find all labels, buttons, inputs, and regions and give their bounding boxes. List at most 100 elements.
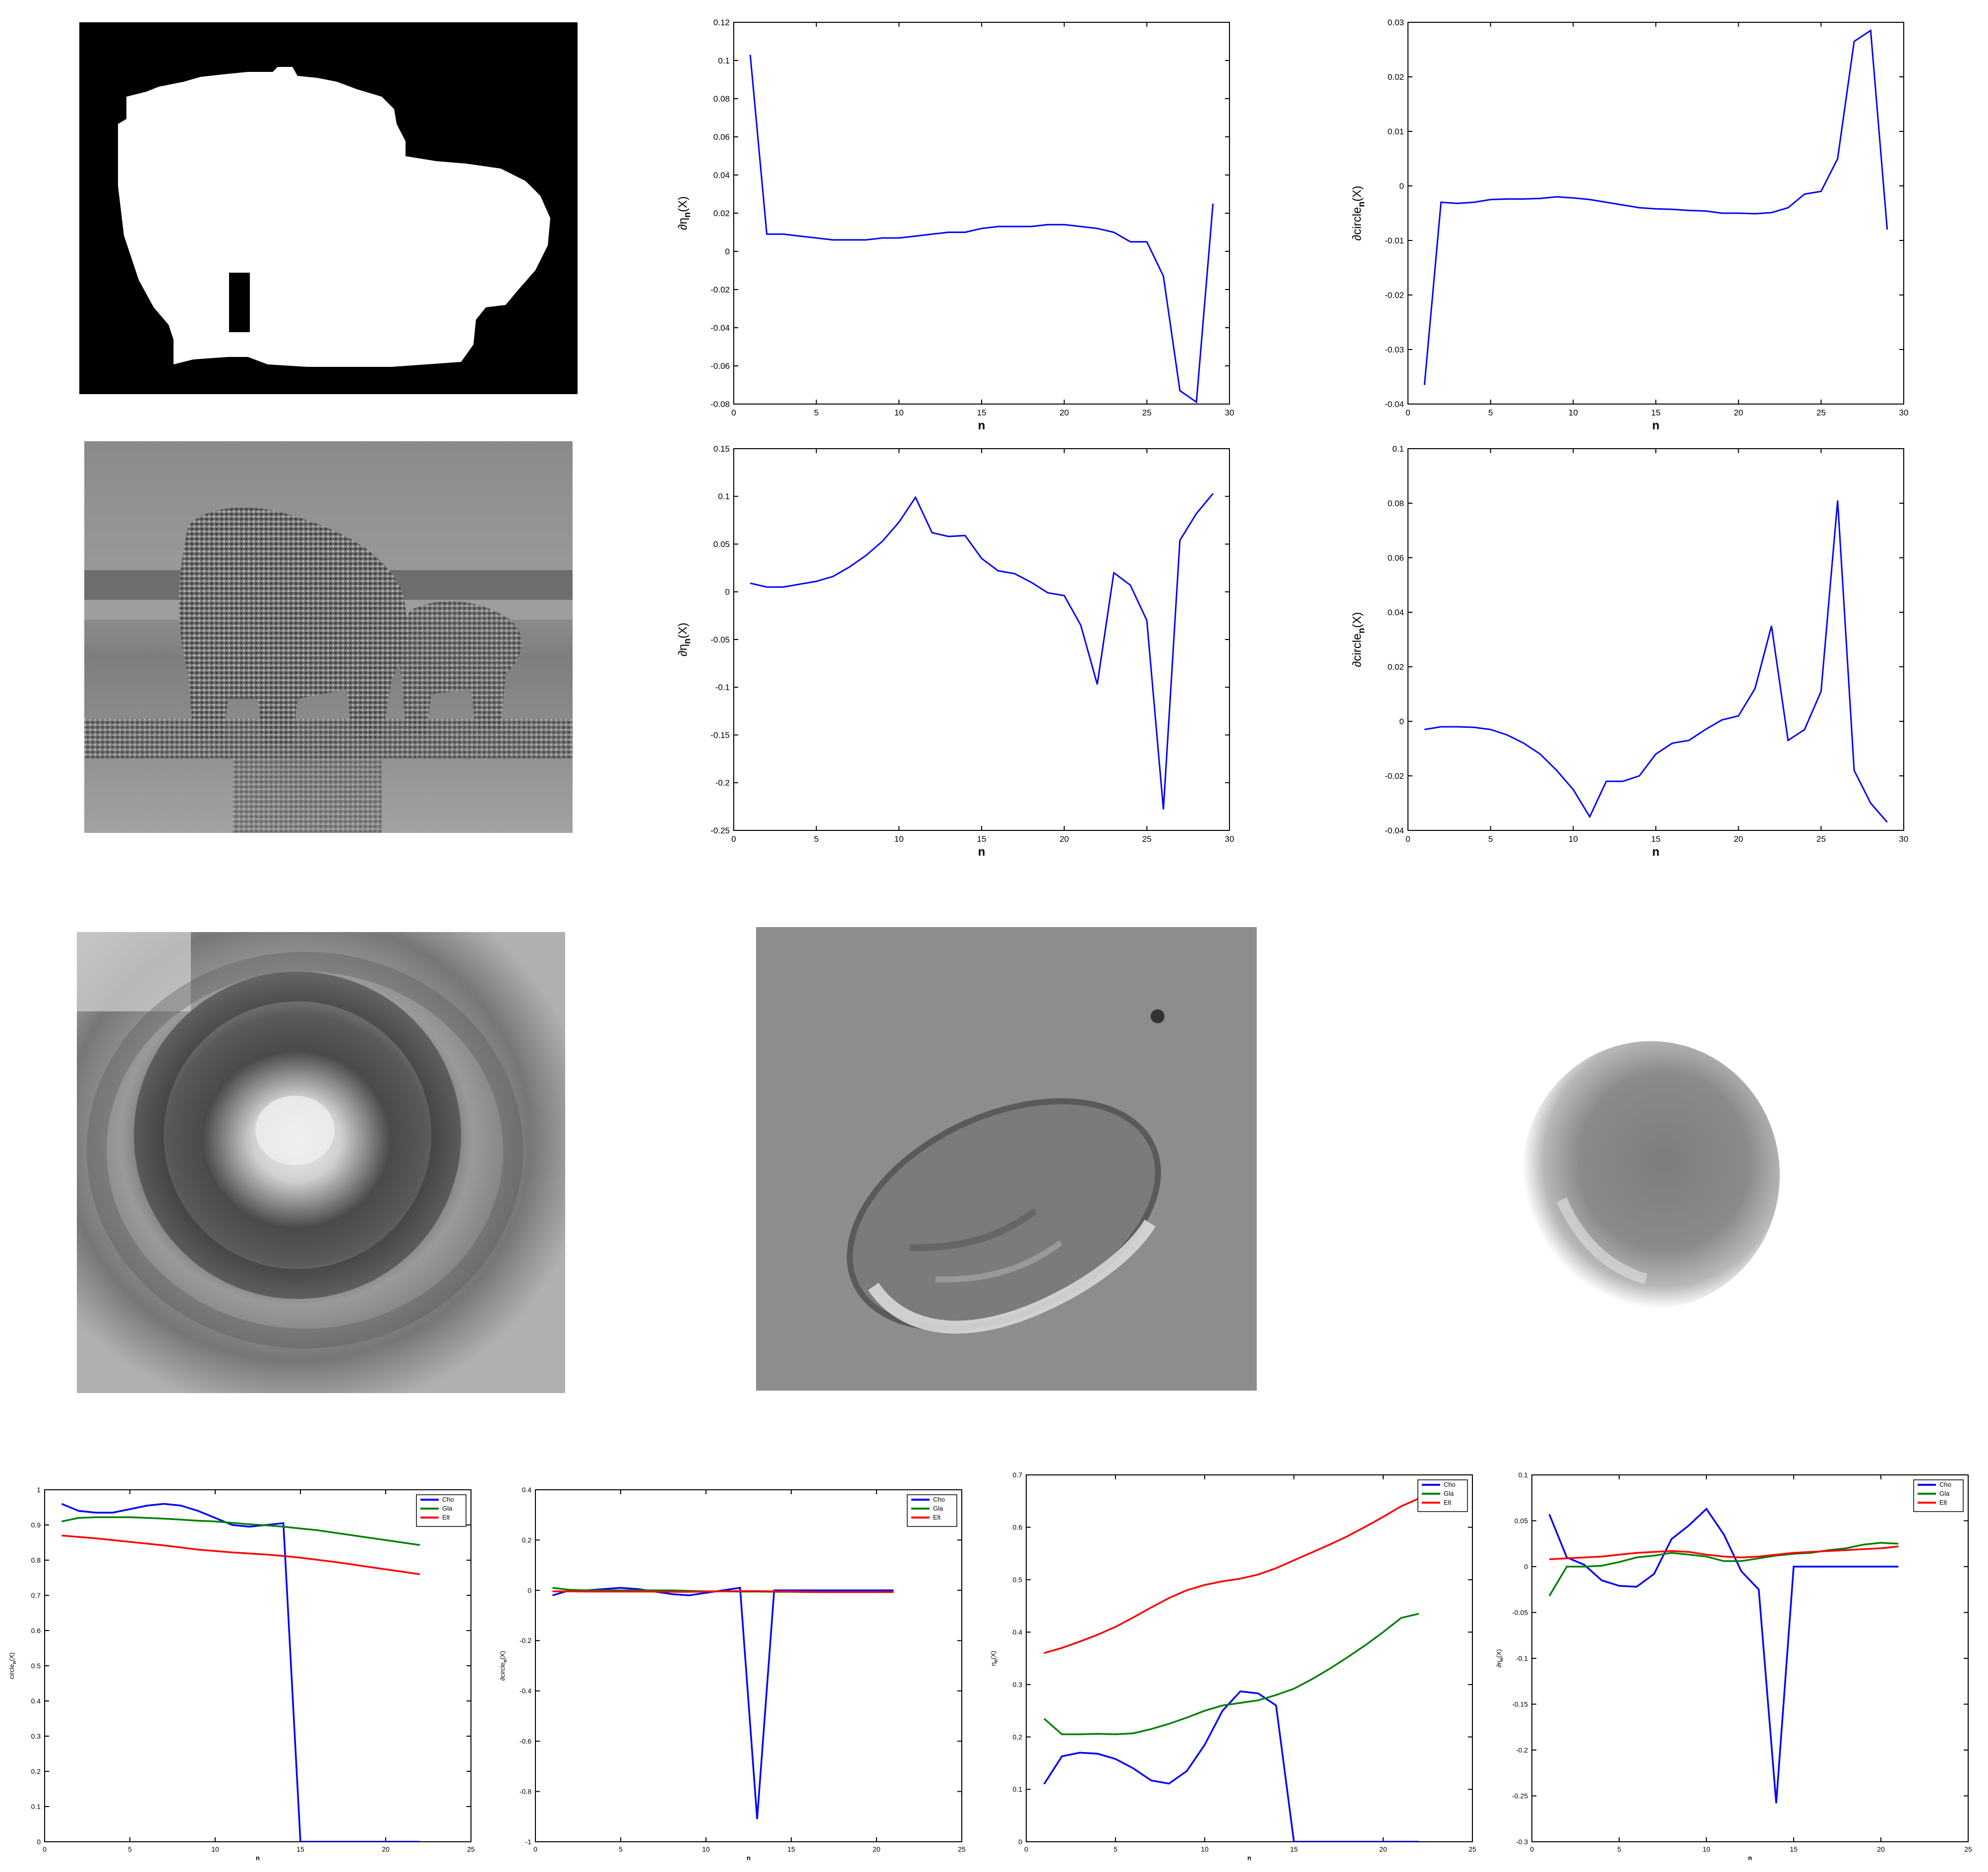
- series-line: [1423, 29, 1888, 385]
- cell-image-3: [1497, 1011, 1805, 1329]
- x-tick-label: 30: [1225, 408, 1234, 417]
- y-tick-label: 0.7: [1013, 1471, 1023, 1479]
- x-axis-label: n: [1748, 1854, 1752, 1862]
- y-tick-label: 0.9: [31, 1521, 41, 1529]
- y-tick-label: -0.04: [1385, 400, 1404, 409]
- y-tick-label: -0.15: [710, 730, 730, 740]
- legend-label: Elt: [442, 1514, 450, 1521]
- y-tick-label: 0.02: [1388, 72, 1404, 82]
- y-tick-label: -0.01: [1385, 236, 1404, 245]
- legend-label: Gla: [1939, 1490, 1950, 1497]
- y-tick-label: 0.2: [31, 1767, 41, 1775]
- x-tick-label: 30: [1225, 834, 1234, 844]
- x-tick-label: 5: [128, 1845, 132, 1853]
- y-axis-label: ∂circlen(X): [499, 1651, 508, 1681]
- binary-silhouette-image: [79, 22, 578, 394]
- x-tick-label: 0: [43, 1845, 47, 1853]
- x-tick-label: 15: [787, 1845, 795, 1853]
- x-tick-label: 20: [382, 1845, 390, 1853]
- chart-4: 0 5 10 15 20 25 30 -0.04 -0.02 0 0.02 0.04 0.06 0.08 0…: [1339, 441, 1909, 863]
- y-tick-label: -0.3: [1516, 1838, 1528, 1846]
- x-tick-label: 0: [1405, 834, 1410, 844]
- legend-label: Elt: [1939, 1499, 1947, 1506]
- x-tick-label: 10: [1702, 1845, 1710, 1853]
- chart-svg: 0 5 10 15 20 25 0 0.1 0.2 0.3 0.4 0.5 0.6 0.7 0.8 0.9 1 n…: [8, 1486, 475, 1862]
- x-axis-label: n: [1652, 419, 1660, 432]
- x-axis-label: n: [1247, 1854, 1251, 1862]
- x-tick-label: 5: [814, 408, 819, 417]
- series-line-elt: [1549, 1545, 1899, 1560]
- y-tick-label: -0.04: [1385, 826, 1404, 835]
- y-tick-label: 0.4: [522, 1486, 532, 1494]
- y-axis-label: ∂ηn(X): [1495, 1649, 1505, 1668]
- y-tick-label: -0.02: [1385, 771, 1404, 781]
- y-tick-label: 0.1: [718, 56, 730, 65]
- x-tick-label: 10: [1569, 834, 1578, 844]
- x-tick-label: 25: [1964, 1845, 1972, 1853]
- plot-area: [1407, 22, 1904, 405]
- y-tick-label: 1: [37, 1486, 41, 1494]
- chart-5: 0 5 10 15 20 25 0 0.1 0.2 0.3 0.4 0.5 0.6 0.7 0.8 0.9 1 n…: [0, 1482, 491, 1864]
- x-tick-label: 0: [1530, 1845, 1534, 1853]
- y-axis-label: circlen(X): [8, 1652, 17, 1679]
- x-tick-label: 5: [619, 1845, 623, 1853]
- plot-area: [1531, 1474, 1969, 1842]
- series-line-elt: [552, 1590, 894, 1593]
- x-tick-label: 0: [731, 834, 736, 844]
- chart-svg: 0 5 10 15 20 25 -1 -0.8 -0.6 -0.4 -0.2 0 0.2 0.4 n ∂cir…: [499, 1486, 966, 1862]
- x-tick-label: 20: [1877, 1845, 1885, 1853]
- y-tick-label: -0.2: [1516, 1746, 1528, 1754]
- x-tick-label: 0: [1405, 408, 1410, 417]
- y-tick-label: -0.2: [520, 1637, 531, 1644]
- y-tick-label: 0.02: [1388, 662, 1404, 672]
- x-tick-label: 10: [1569, 408, 1578, 417]
- chart-svg: 0 5 10 15 20 25 30 -0.04 -0.03 -0.02 -0.01 0 0.01 0.0…: [1350, 18, 1908, 432]
- y-tick-label: -0.4: [520, 1687, 531, 1695]
- x-tick-label: 5: [1488, 834, 1493, 844]
- legend-label: Cho: [1444, 1481, 1456, 1488]
- y-tick-label: 0.2: [522, 1536, 532, 1544]
- y-tick-label: 0.1: [1519, 1471, 1528, 1479]
- chart-8: 0 5 10 15 20 25 -0.3 -0.25 -0.2 -0.15 -0.1 -0.05 0 0.…: [1487, 1467, 1983, 1864]
- y-tick-label: -0.02: [710, 285, 730, 294]
- y-axis-label: ∂ηn(X): [676, 196, 692, 230]
- series-line-elt: [1044, 1497, 1419, 1654]
- series-line-cho: [1548, 1507, 1899, 1804]
- x-tick-label: 0: [533, 1845, 537, 1853]
- legend-label: Elt: [1444, 1499, 1452, 1506]
- y-tick-label: 0: [1524, 1563, 1528, 1571]
- x-axis-label: n: [256, 1854, 260, 1862]
- x-tick-label: 15: [1790, 1845, 1798, 1853]
- y-tick-label: -0.02: [1385, 291, 1404, 300]
- x-tick-label: 25: [1816, 834, 1826, 844]
- x-tick-label: 20: [1734, 834, 1743, 844]
- y-tick-label: -0.25: [1512, 1792, 1528, 1800]
- legend-label: Elt: [933, 1514, 941, 1521]
- x-axis-label: n: [747, 1854, 751, 1862]
- chart-3: 0 5 10 15 20 25 30 -0.25 -0.2 -0.15 -0.1 -0.05 0 0.05…: [664, 441, 1234, 863]
- y-axis-label: ∂ηn(X): [676, 623, 692, 656]
- y-tick-label: 0.5: [1013, 1576, 1023, 1583]
- y-tick-label: -0.05: [710, 635, 730, 644]
- y-tick-label: 0.1: [31, 1803, 41, 1811]
- x-tick-label: 25: [1468, 1845, 1476, 1853]
- x-tick-label: 25: [467, 1845, 475, 1853]
- x-tick-label: 25: [1142, 408, 1152, 417]
- series-line-gla: [1043, 1613, 1419, 1736]
- plot-area: [733, 22, 1230, 405]
- y-tick-label: 0.15: [713, 444, 730, 454]
- y-tick-label: 0: [725, 247, 730, 256]
- chart-svg: 0 5 10 15 20 25 30 -0.04 -0.02 0 0.02 0.04 0.06 0.08 0…: [1350, 444, 1908, 859]
- x-axis-label: n: [978, 419, 986, 432]
- y-tick-label: -1: [526, 1838, 532, 1846]
- y-tick-label: -0.25: [710, 826, 730, 835]
- series-line-cho: [61, 1503, 420, 1842]
- y-tick-label: -0.8: [520, 1787, 531, 1795]
- series-line-cho: [552, 1586, 894, 1819]
- x-tick-label: 10: [1201, 1845, 1209, 1853]
- y-tick-label: 0: [527, 1586, 531, 1594]
- chart-svg: 0 5 10 15 20 25 30 -0.08 -0.06 -0.04 -0.02 0 0.02 0.0…: [676, 18, 1234, 432]
- y-tick-label: 0.5: [31, 1662, 41, 1670]
- x-tick-label: 15: [977, 408, 987, 417]
